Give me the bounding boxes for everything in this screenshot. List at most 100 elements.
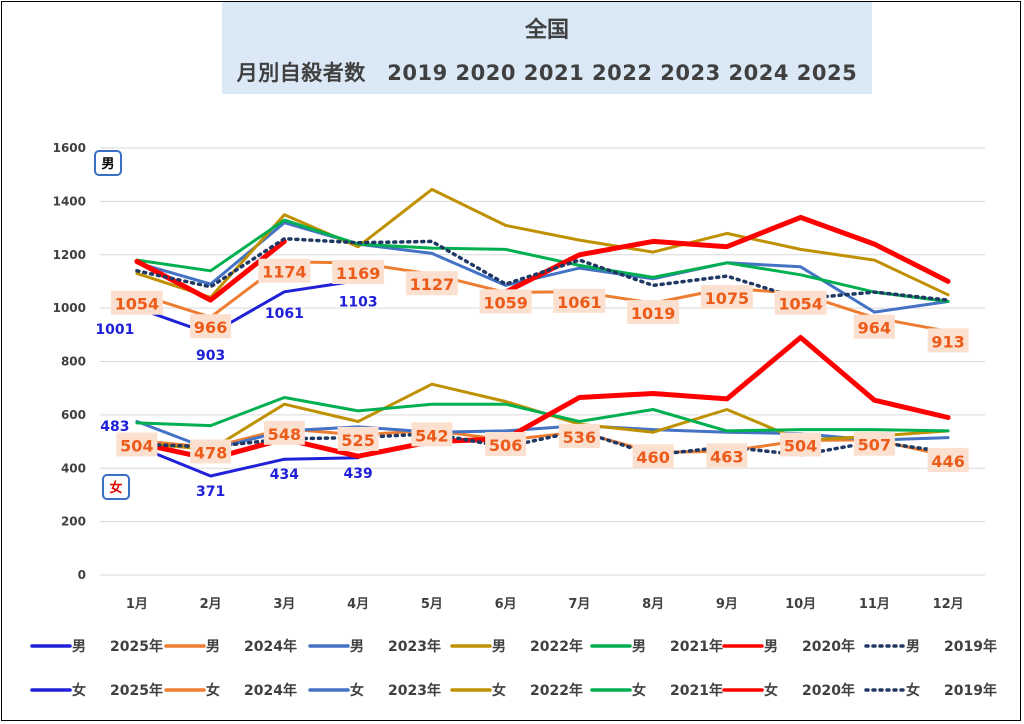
legend-year: 2019年 [944, 682, 997, 699]
legend-gender: 男 [72, 639, 86, 655]
data-label: 504 [784, 436, 817, 455]
legend-year: 2023年 [388, 682, 441, 699]
legend-year: 2021年 [670, 682, 723, 699]
data-label-box [263, 420, 305, 445]
data-label-box [853, 314, 895, 339]
legend-year: 2019年 [944, 638, 997, 655]
data-label-box [553, 288, 606, 313]
data-label-box [258, 258, 311, 283]
y-tick-label: 1400 [53, 194, 86, 208]
data-label: 1061 [265, 306, 304, 322]
legend-gender: 女 [632, 682, 646, 699]
data-label: 913 [931, 332, 964, 351]
x-tick-label: 3月 [273, 597, 295, 612]
legend-gender: 女 [350, 682, 364, 699]
y-tick-label: 1000 [53, 301, 86, 315]
legend-gender: 女 [492, 682, 506, 699]
data-label: 548 [268, 425, 301, 444]
data-label: 483 [100, 419, 129, 435]
data-label: 504 [120, 436, 153, 455]
data-label: 1019 [631, 304, 676, 323]
data-label-box [116, 432, 158, 457]
female-label: 女 [102, 474, 130, 500]
data-label: 1054 [778, 295, 823, 314]
y-tick-label: 1200 [53, 248, 86, 262]
legend-year: 2022年 [530, 638, 583, 655]
data-label: 439 [344, 466, 373, 482]
x-tick-label: 5月 [421, 597, 443, 612]
y-tick-label: 800 [61, 355, 86, 369]
data-label: 371 [196, 484, 225, 500]
x-tick-label: 4月 [347, 597, 369, 612]
data-label-box [853, 431, 895, 456]
legend-gender: 男 [492, 639, 506, 655]
data-label: 964 [858, 319, 891, 338]
chart-subtitle: 月別自殺者数 2019 2020 2021 2022 2023 2024 202… [236, 61, 858, 85]
legend-year: 2023年 [388, 638, 441, 655]
data-label-box [558, 423, 600, 448]
x-tick-label: 2月 [200, 597, 222, 612]
data-label: 434 [270, 467, 299, 483]
x-tick-label: 1月 [126, 597, 148, 612]
data-label: 478 [194, 443, 227, 462]
series-line [503, 214, 951, 295]
legend-gender: 女 [206, 682, 220, 699]
title-box: 全国 月別自殺者数 2019 2020 2021 2022 2023 2024 … [222, 2, 872, 94]
x-tick-label: 6月 [495, 597, 517, 612]
data-label: 1103 [339, 295, 378, 311]
data-label: 536 [563, 428, 596, 447]
legend-year: 2025年 [110, 638, 163, 655]
data-label-box [700, 285, 753, 310]
data-label-box [485, 431, 527, 456]
legend-year: 2022年 [530, 682, 583, 699]
data-label: 966 [194, 318, 227, 337]
data-label-box [780, 432, 822, 457]
data-label: 525 [341, 431, 374, 450]
legend-gender: 女 [906, 682, 920, 699]
data-label-box [411, 422, 453, 447]
data-label-box [337, 426, 379, 451]
legend-gender: 男 [764, 639, 778, 655]
x-tick-label: 10月 [785, 597, 816, 612]
data-label-box [927, 328, 969, 353]
legend-gender: 男 [906, 639, 920, 655]
data-label: 460 [636, 448, 669, 467]
data-label: 507 [858, 436, 891, 455]
legend-gender: 女 [72, 682, 86, 699]
data-label-box [927, 447, 969, 472]
data-label-box [190, 439, 232, 464]
legend-year: 2025年 [110, 682, 163, 699]
series-line [135, 279, 360, 336]
series-line [135, 396, 950, 433]
data-label-box [405, 271, 458, 296]
data-label: 1001 [95, 322, 134, 338]
data-label: 1075 [705, 289, 750, 308]
x-tick-label: 9月 [716, 597, 738, 612]
series-line [135, 444, 360, 478]
y-tick-label: 200 [61, 515, 86, 529]
legend-year: 2024年 [244, 638, 297, 655]
x-tick-label: 12月 [933, 597, 964, 612]
data-label-box [706, 443, 748, 468]
x-tick-label: 11月 [859, 597, 890, 612]
data-label-box [110, 290, 163, 315]
legend-year: 2021年 [670, 638, 723, 655]
data-label: 446 [931, 452, 964, 471]
y-tick-label: 1600 [53, 141, 86, 155]
data-label-box [627, 300, 680, 325]
x-tick-label: 8月 [642, 597, 664, 612]
data-label-box [479, 289, 532, 314]
data-label: 1059 [483, 293, 528, 312]
legend-year: 2020年 [802, 638, 855, 655]
y-tick-label: 400 [61, 461, 86, 475]
chart-title: 全国 [524, 18, 569, 43]
male-label: 男 [94, 150, 122, 176]
data-label: 1061 [557, 293, 602, 312]
data-label: 1169 [336, 264, 381, 283]
data-label: 1174 [262, 263, 307, 282]
data-label: 463 [710, 447, 743, 466]
data-label: 542 [415, 426, 448, 445]
data-label-box [332, 260, 385, 285]
